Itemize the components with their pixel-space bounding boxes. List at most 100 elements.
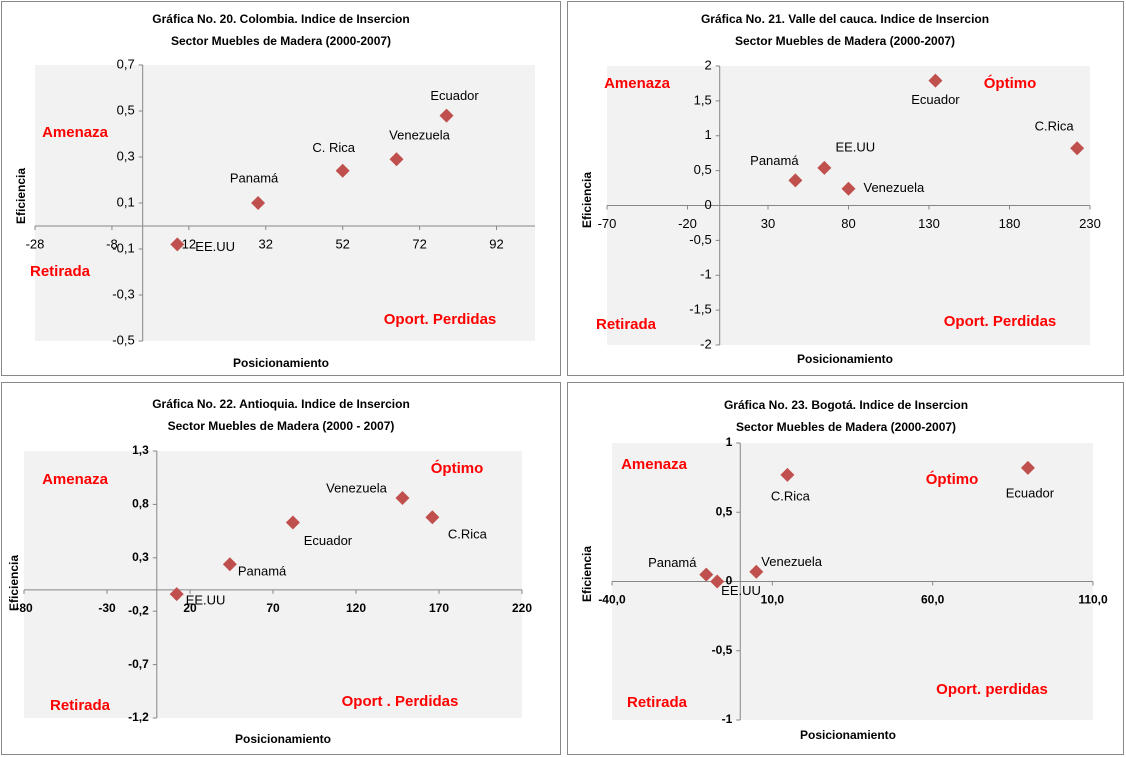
point-label: C.Rica — [448, 527, 488, 542]
point — [780, 467, 795, 482]
point — [1020, 460, 1035, 475]
quadrant-label: Oport. Perdidas — [944, 313, 1057, 330]
x-tick-label: -8 — [106, 236, 118, 251]
plot-area — [24, 451, 522, 718]
point-label: Venezuela — [389, 128, 450, 143]
point — [395, 490, 410, 505]
y-tick-label: -0,7 — [128, 657, 149, 671]
y-tick-label: -1 — [700, 267, 712, 282]
chart-subtitle: Sector Muebles de Madera (2000 - 2007) — [168, 419, 395, 433]
point-label: Ecuador — [911, 92, 960, 107]
plot-area — [35, 65, 535, 341]
quadrant-label: Amenaza — [621, 456, 688, 473]
quadrant-label: Retirada — [30, 263, 91, 280]
point — [841, 181, 856, 196]
x-axis-title: Posicionamiento — [800, 728, 896, 742]
chart-title: Gráfica No. 23. Bogotá. Indice de Inserc… — [724, 398, 968, 412]
y-tick-label: 0,5 — [117, 102, 135, 117]
x-tick-label: -70 — [598, 216, 617, 231]
x-tick-label: 220 — [512, 601, 532, 615]
point — [749, 564, 764, 579]
point-label: C.Rica — [771, 488, 811, 503]
x-tick-label: 92 — [489, 236, 503, 251]
quadrant-label: Retirada — [50, 697, 111, 714]
chart-subtitle: Sector Muebles de Madera (2000-2007) — [735, 34, 955, 48]
chart-title: Gráfica No. 20. Colombia. Indice de Inse… — [152, 12, 409, 26]
x-tick-label: 230 — [1079, 216, 1101, 231]
y-tick-label: 0,7 — [117, 56, 135, 71]
point — [699, 567, 714, 582]
x-tick-label: 72 — [412, 236, 426, 251]
quadrant-label: Óptimo — [984, 74, 1037, 92]
point — [425, 510, 440, 525]
x-tick-label: 52 — [335, 236, 349, 251]
y-axis-title: Eficiencia — [580, 172, 594, 228]
y-tick-label: -0,3 — [112, 286, 134, 301]
point-label: Panamá — [230, 170, 279, 185]
y-tick-label: 0,5 — [694, 162, 712, 177]
point-label: Venezuela — [864, 180, 925, 195]
point-label: Ecuador — [1006, 485, 1055, 500]
y-tick-label: -2 — [700, 336, 712, 351]
point — [928, 73, 943, 88]
quadrant-label: Amenaza — [42, 124, 109, 141]
quadrant-label: Oport. Perdidas — [384, 311, 497, 328]
quadrant-label: Óptimo — [431, 459, 484, 477]
chart-title: Gráfica No. 21. Valle del cauca. Indice … — [701, 12, 989, 26]
point-label: Venezuela — [326, 480, 387, 495]
point-label: EE.UU — [186, 593, 226, 608]
point-label: Panamá — [648, 555, 697, 570]
x-tick-label: 30 — [761, 216, 775, 231]
point-label: Ecuador — [430, 88, 479, 103]
point-label: Ecuador — [304, 533, 353, 548]
y-tick-label: 1 — [704, 127, 711, 142]
y-tick-label: 0,1 — [117, 194, 135, 209]
point — [439, 108, 454, 123]
y-tick-label: -0,5 — [712, 643, 733, 657]
y-tick-label: 0,3 — [132, 550, 149, 564]
x-tick-label: 20 — [183, 601, 197, 615]
quadrant-label: Oport . Perdidas — [342, 693, 459, 710]
point — [335, 163, 350, 178]
x-tick-label: -20 — [678, 216, 697, 231]
point — [170, 237, 185, 252]
quadrant-label: Óptimo — [926, 470, 979, 488]
x-tick-label: 10,0 — [761, 593, 785, 607]
quadrant-label: Retirada — [596, 316, 657, 333]
y-tick-label: 0,8 — [132, 497, 149, 511]
x-tick-label: -40,0 — [598, 593, 626, 607]
y-tick-label: -0,5 — [689, 232, 711, 247]
y-tick-label: -1 — [722, 712, 733, 726]
x-axis-title: Posicionamiento — [233, 356, 329, 370]
point — [285, 515, 300, 530]
point — [169, 587, 184, 602]
y-tick-label: -1,2 — [128, 710, 149, 724]
chart-subtitle: Sector Muebles de Madera (2000-2007) — [736, 420, 956, 434]
y-axis-title: Eficiencia — [580, 546, 594, 602]
point-label: EE.UU — [835, 139, 875, 154]
x-tick-label: 110,0 — [1078, 593, 1108, 607]
point — [251, 196, 266, 210]
x-tick-label: -80 — [15, 601, 33, 615]
x-tick-label: 32 — [259, 236, 273, 251]
quadrant-label: Retirada — [627, 694, 688, 711]
x-tick-label: 80 — [841, 216, 855, 231]
y-tick-label: 1,5 — [694, 92, 712, 107]
x-tick-label: 120 — [346, 601, 366, 615]
y-tick-label: -1,5 — [689, 302, 711, 317]
x-axis-title: Posicionamiento — [797, 352, 893, 366]
point — [710, 574, 725, 589]
x-tick-label: 60,0 — [921, 593, 945, 607]
x-tick-label: 180 — [999, 216, 1021, 231]
point-label: C.Rica — [1035, 119, 1075, 134]
y-tick-label: -0,1 — [112, 240, 134, 255]
quadrant-label: Amenaza — [604, 75, 671, 92]
x-axis-title: Posicionamiento — [235, 732, 331, 746]
y-tick-label: 0,3 — [117, 148, 135, 163]
point — [222, 557, 237, 572]
point — [788, 173, 803, 188]
x-tick-label: -30 — [98, 601, 116, 615]
point-label: Panamá — [750, 153, 799, 168]
x-tick-label: -28 — [26, 236, 45, 251]
